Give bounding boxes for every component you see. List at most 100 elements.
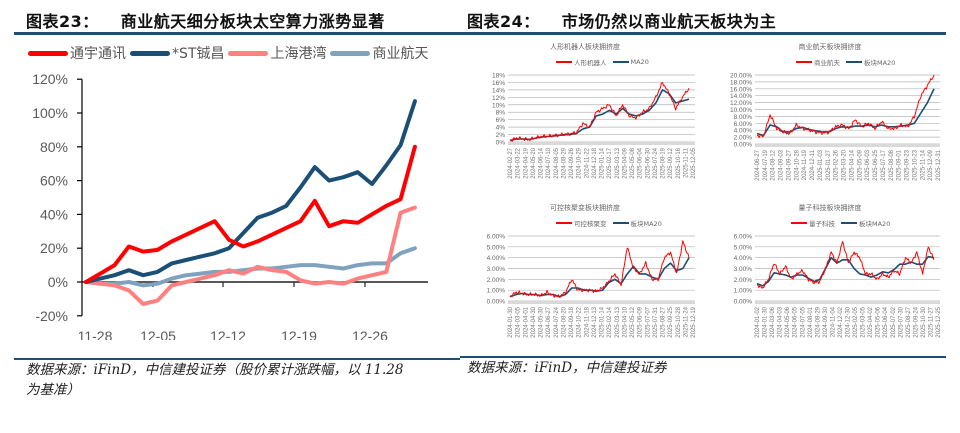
figure-24-title-text: 市场仍然以商业航天板块为主	[561, 12, 777, 31]
x-tick-label: 2024-07-05	[800, 306, 806, 337]
x-tick-label: 2024-11-18	[584, 306, 590, 337]
x-tick-label: 11-28	[78, 328, 113, 340]
x-tick-label: 2024-03-22	[516, 147, 522, 178]
x-tick-label: 2024-05-06	[785, 306, 791, 337]
legend-item-shanghai-gangwan: 上海港湾	[228, 43, 326, 63]
legend-swatch	[612, 61, 629, 63]
x-tick-label: 12-12	[210, 328, 246, 340]
y-tick-label: 4.00%	[734, 255, 753, 262]
y-tick-label: 4%	[496, 125, 506, 132]
x-tick-label: 2025-11-11	[683, 147, 689, 177]
x-tick-label: 2025-07-24	[653, 147, 659, 178]
y-tick-label: 0.00%	[734, 299, 753, 306]
x-tick-label: 2024-02-27	[508, 147, 514, 178]
x-tick-label: 2025-08-27	[906, 306, 912, 337]
x-tick-label: 2024-09-18	[569, 306, 575, 337]
x-tick-label: 2025-10-16	[676, 147, 682, 178]
x-tick-label: 2025-03-13	[615, 306, 621, 337]
x-tick-label: 2024-08-29	[561, 147, 567, 178]
x-tick-label: 2025-06-30	[645, 147, 651, 178]
x-tick-label: 2025-12-09	[928, 149, 934, 180]
legend-label: 可控核聚变	[574, 220, 607, 228]
y-tick-label: 18%	[492, 73, 505, 80]
ma20-line	[756, 255, 935, 287]
legend-swatch	[130, 50, 170, 56]
x-tick-label: 2025-07-30	[898, 306, 904, 337]
y-tick-label: 0%	[48, 274, 68, 290]
x-tick-label: 2024-10-22	[577, 306, 583, 337]
x-tick-label: 2025-02-26	[834, 149, 840, 180]
figure-23-title: 图表23： 商业航天细分板块太空算力涨势显著	[26, 8, 385, 32]
x-tick-label: 2025-01-27	[826, 149, 832, 180]
x-tick-label: 2025-05-12	[630, 306, 636, 337]
x-tick-label: 2024-07-19	[763, 149, 769, 180]
figure-24-bottom-rule	[460, 356, 946, 358]
legend-label: 量子科技	[809, 220, 835, 228]
x-tick-label: 2024-09-26	[569, 147, 575, 178]
x-tick-label: 2024-10-28	[794, 149, 800, 180]
source-line-1: 数据来源：iFinD，中信建投证券（股价累计涨跌幅，以 11.28	[26, 362, 404, 378]
y-tick-label: 120%	[32, 71, 68, 87]
legend-label: 通宇通讯	[70, 46, 126, 62]
x-tick-label: 2024-11-22	[584, 147, 590, 178]
x-axis-band	[755, 144, 940, 147]
y-tick-label: 0.00%	[487, 299, 506, 306]
x-tick-label: 2024-06-27	[755, 149, 761, 180]
y-tick-label: 0%	[496, 140, 506, 147]
x-tick-label: 2024-09-03	[779, 149, 785, 180]
legend-label: 板块MA20	[859, 220, 891, 228]
legend-label: 板块MA20	[864, 59, 896, 67]
x-tick-label: 2024-01-02	[755, 306, 761, 337]
x-tick-label: 2025-11-14	[920, 149, 926, 180]
y-tick-label: 10%	[492, 102, 505, 109]
x-tick-label: 2025-07-07	[645, 306, 651, 337]
series-line-0	[84, 144, 417, 284]
figure-23-line-chart: 120% 100% 80% 60% 40% 20% 0% -20% 11-28 12-05 12-1…	[32, 71, 428, 340]
legend-swatch	[612, 222, 629, 224]
x-tick-label: 2024-04-01	[523, 306, 529, 337]
legend-swatch	[846, 61, 862, 63]
x-tick-label: 2025-05-08	[630, 147, 636, 178]
y-tick-label: 2.00%	[487, 277, 506, 284]
y-tick-label: 20.00%	[730, 73, 752, 80]
x-tick-label: 2025-10-28	[676, 306, 682, 337]
figure-23-legend: 通宇通讯 *ST铖昌 上海港湾 商业航天	[28, 43, 432, 63]
y-tick-label: 2.00%	[734, 277, 753, 284]
x-tick-label: 2025-02-17	[607, 147, 613, 178]
legend-label: 板块MA20	[630, 220, 662, 228]
legend-swatch	[556, 222, 572, 224]
x-tick-label: 2025-03-13	[615, 147, 621, 178]
legend-label: 人形机器人	[574, 59, 607, 67]
x-tick-label: 2025-10-23	[912, 149, 918, 180]
x-tick-label: 2024-08-12	[771, 149, 777, 180]
x-tick-label: 2025-09-25	[668, 306, 674, 337]
mini-chart-title: 人形机器人板块拥挤度	[550, 43, 620, 51]
x-tick-label: 2024-01-30	[508, 306, 514, 337]
figure-24-title: 图表24： 市场仍然以商业航天板块为主	[467, 8, 776, 32]
x-tick-label: 2024-12-30	[846, 306, 852, 337]
x-axis-band	[755, 301, 940, 304]
legend-label: 商业航天	[372, 46, 429, 62]
x-tick-label: 2025-08-08	[889, 149, 895, 180]
y-tick-label: 6.00%	[734, 121, 753, 128]
figure-23-title-text: 商业航天细分板块太空算力涨势显著	[120, 12, 385, 31]
legend-item-commercial-space: 商业航天	[330, 43, 428, 63]
x-tick-label: 2025-12-25	[936, 306, 942, 337]
legend-swatch	[841, 222, 857, 224]
x-tick-label: 2025-04-14	[849, 149, 855, 180]
x-tick-label: 2024-04-19	[523, 147, 529, 178]
x-tick-label: 2025-03-05	[861, 306, 867, 337]
y-tick-label: 16%	[492, 80, 505, 87]
x-tick-label: 2024-04-03	[778, 306, 784, 337]
mini-chart-title: 商业航天板块拥挤度	[798, 43, 862, 51]
legend-item-tongyu: 通宇通讯	[28, 43, 126, 63]
x-tick-label: 2025-09-23	[905, 149, 911, 180]
x-tick-label: 2025-03-20	[842, 149, 848, 180]
legend-swatch	[28, 50, 68, 56]
y-tick-label: 5.00%	[734, 244, 753, 251]
x-tick-label: 2025-05-06	[876, 306, 882, 337]
legend-label: 上海港湾	[270, 46, 327, 62]
y-tick-label: 10.00%	[730, 107, 752, 114]
x-tick-label: 12-05	[140, 328, 176, 340]
x-tick-label: 2025-09-01	[897, 149, 903, 180]
